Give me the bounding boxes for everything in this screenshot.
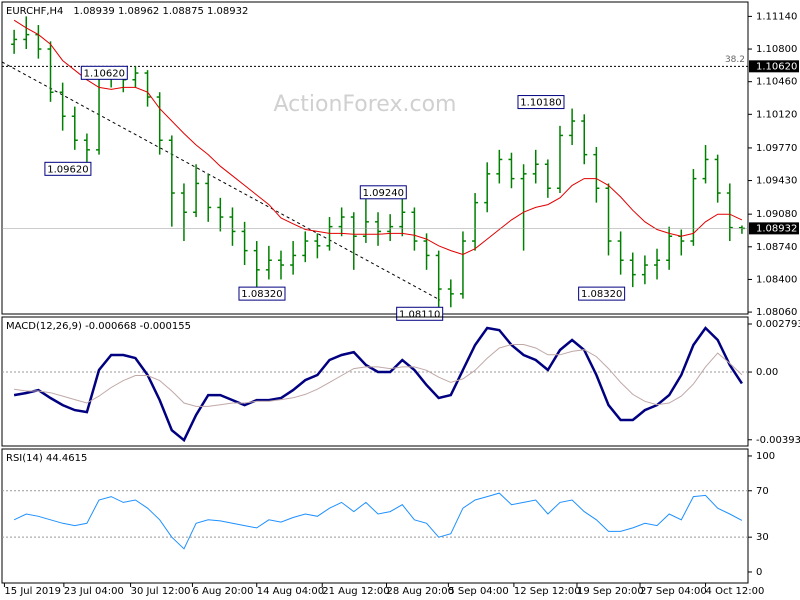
y-tick-label: 30 — [756, 532, 769, 543]
trend-line — [1, 61, 441, 301]
x-tick-label: 21 Aug 12:00 — [322, 586, 389, 597]
y-tick-label: 100 — [756, 451, 775, 462]
y-tick-label: 1.08060 — [756, 307, 797, 318]
series-line — [14, 344, 743, 407]
y-tick-label: 1.10120 — [756, 109, 797, 120]
x-tick-label: 30 Jul 12:00 — [131, 586, 191, 597]
panel-frame — [1, 1, 749, 315]
annotation-box — [238, 286, 286, 301]
watermark: ActionForex.com — [274, 92, 457, 117]
annotation-label: 1.09240 — [363, 188, 404, 199]
y-tick-label: -0.003938 — [756, 435, 800, 446]
y-tick-label: 1.08740 — [756, 242, 797, 253]
panel-frame — [1, 316, 749, 447]
annotation-label: 1.10620 — [84, 68, 125, 79]
y-tick-label: 0.00 — [756, 367, 778, 378]
y-tick-label: 0.002793 — [756, 319, 800, 330]
x-tick-label: 14 Aug 04:00 — [257, 586, 324, 597]
x-tick-label: 23 Jul 04:00 — [64, 586, 124, 597]
annotation-label: 1.10180 — [520, 98, 561, 109]
y-tick-label: 70 — [756, 486, 769, 497]
y-tick-label: 1.10800 — [756, 44, 797, 55]
panel-title: RSI(14) 44.4615 — [6, 453, 87, 464]
x-tick-label: 19 Sep 20:00 — [577, 586, 644, 597]
annotation-box — [80, 65, 128, 80]
y-tick-label: 1.09770 — [756, 143, 797, 154]
annotation-label: 1.08320 — [241, 289, 282, 300]
y-tick-label: 1.08400 — [756, 274, 797, 285]
y-tick-label: 1.09080 — [756, 209, 797, 220]
annotation-box — [517, 95, 565, 110]
level-label: 38.2 — [725, 55, 745, 65]
last-price-box — [749, 222, 799, 235]
y-tick-label: 1.10460 — [756, 77, 797, 88]
y-tick-label: 1.09430 — [756, 176, 797, 187]
ohlc-values: 1.08939 1.08962 1.08875 1.08932 — [73, 6, 248, 17]
last-price-label: 1.08932 — [756, 223, 797, 234]
x-tick-label: 27 Sep 04:00 — [640, 586, 707, 597]
annotation-box — [44, 161, 92, 176]
y-tick-label: 1.11140 — [756, 11, 797, 22]
annotation-box — [359, 185, 407, 200]
annotation-label: 1.09620 — [47, 164, 88, 175]
x-tick-label: 28 Aug 20:00 — [387, 586, 454, 597]
level-axis-label: 1.10620 — [756, 61, 797, 72]
panel-title: MACD(12,26,9) -0.000668 -0.000155 — [6, 321, 191, 332]
x-tick-label: 4 Oct 12:00 — [706, 586, 765, 597]
series-line — [13, 326, 743, 443]
annotation-label: 1.08110 — [399, 309, 440, 320]
x-tick-label: 5 Sep 04:00 — [448, 586, 508, 597]
x-tick-label: 12 Sep 12:00 — [514, 586, 581, 597]
level-axis-box — [749, 60, 799, 73]
x-tick-label: 6 Aug 20:00 — [192, 586, 253, 597]
series-line — [13, 19, 743, 256]
series-line — [13, 492, 743, 550]
y-tick-label: 0 — [756, 567, 762, 578]
annotation-box — [578, 286, 626, 301]
panel-title: EURCHF,H4 — [6, 6, 63, 17]
x-tick-label: 15 Jul 2019 — [4, 586, 61, 597]
panel-frame — [1, 448, 749, 584]
annotation-label: 1.08320 — [581, 289, 622, 300]
